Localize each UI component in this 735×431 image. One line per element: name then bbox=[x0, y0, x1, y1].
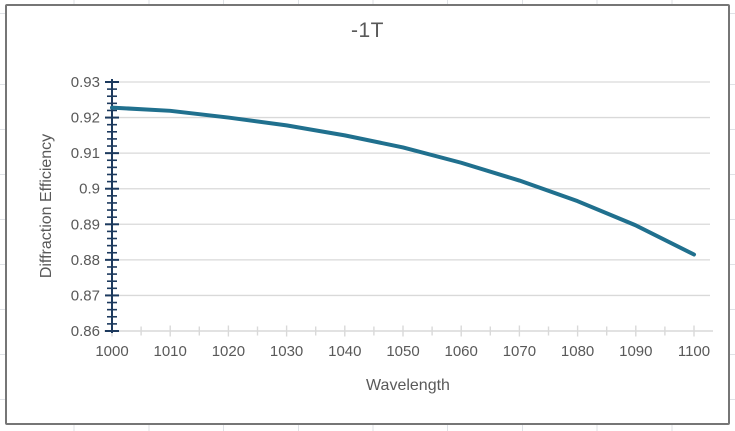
x-tick-label: 1090 bbox=[619, 343, 652, 360]
y-tick-label: 0.9 bbox=[79, 181, 100, 198]
chart-title: -1T bbox=[351, 19, 384, 42]
x-tick-label: 1080 bbox=[561, 343, 594, 360]
y-tick-label: 0.87 bbox=[71, 287, 100, 304]
x-tick-label: 1050 bbox=[386, 343, 419, 360]
series-line bbox=[110, 105, 696, 257]
y-tick-label: 0.89 bbox=[71, 216, 100, 233]
plot-area: 0.93 0.92 0.91 0.9 0.89 0.88 0.87 0.86 1000 1010 1… bbox=[71, 74, 713, 360]
y-tick-label: 0.93 bbox=[71, 74, 100, 91]
x-tick-label: 1000 bbox=[95, 343, 128, 360]
x-tick-label: 1010 bbox=[154, 343, 187, 360]
y-tick-label: 0.92 bbox=[71, 110, 100, 127]
y-tick-label: 0.88 bbox=[71, 252, 100, 269]
x-axis-title: Wavelength bbox=[366, 377, 450, 394]
x-tick-label: 1020 bbox=[212, 343, 245, 360]
y-tick-label: 0.91 bbox=[71, 145, 100, 162]
chart-frame[interactable]: -1T 0.93 0.92 0.91 0.9 0.89 0.88 0.87 0.86 1000 1… bbox=[5, 4, 730, 425]
y-axis-title: Diffraction Efficiency bbox=[38, 133, 55, 279]
x-tick-label: 1100 bbox=[678, 343, 710, 360]
x-tick-label: 1030 bbox=[270, 343, 303, 360]
x-tick-label: 1070 bbox=[503, 343, 536, 360]
x-tick-label: 1040 bbox=[328, 343, 361, 360]
x-tick-label: 1060 bbox=[445, 343, 478, 360]
y-tick-label: 0.86 bbox=[71, 323, 100, 340]
